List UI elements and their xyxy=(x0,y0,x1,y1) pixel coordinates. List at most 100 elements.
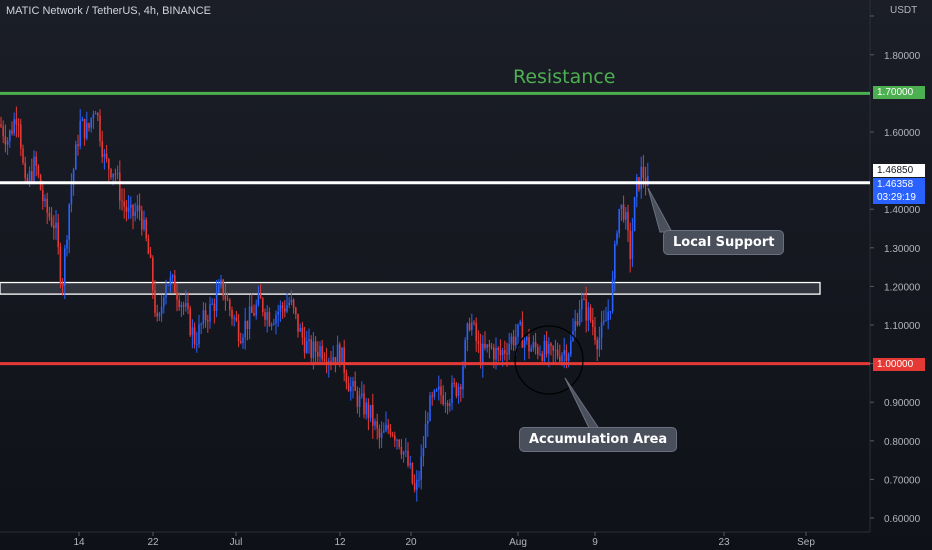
candle-body xyxy=(545,340,548,354)
x-tick-label: Sep xyxy=(797,537,815,548)
candle-body xyxy=(416,479,418,490)
candle-body xyxy=(198,324,200,345)
candle-body xyxy=(521,322,524,348)
candle-body xyxy=(154,290,156,313)
candle-body xyxy=(141,210,143,230)
candle-body xyxy=(365,402,367,415)
candle-body xyxy=(585,299,587,321)
candle-body xyxy=(90,118,92,128)
candle-body xyxy=(226,299,229,301)
candle-body xyxy=(165,285,167,298)
candle-body xyxy=(570,340,572,355)
candle-body xyxy=(112,173,114,178)
candle-body xyxy=(605,320,607,322)
candle-body xyxy=(127,207,130,212)
candle-body xyxy=(631,230,634,260)
candle-body xyxy=(88,123,90,128)
candle-body xyxy=(473,322,475,324)
candle-body xyxy=(594,327,596,341)
accumulation-pointer xyxy=(564,377,601,431)
candle-body xyxy=(240,341,242,343)
candle-body xyxy=(341,347,343,364)
candle-body xyxy=(312,341,315,358)
candle-body xyxy=(506,353,508,355)
candle-body xyxy=(145,219,147,239)
candle-body xyxy=(567,354,570,361)
candle-body xyxy=(259,293,262,299)
y-tick-label: 0.60000 xyxy=(884,514,921,525)
candle-body xyxy=(319,346,321,357)
candle-body xyxy=(55,222,57,229)
candle-body xyxy=(323,359,326,362)
candle-body xyxy=(611,279,614,312)
x-tick-label: Aug xyxy=(509,537,527,548)
candle-body xyxy=(453,382,455,384)
candle-body xyxy=(455,383,458,396)
candle-body xyxy=(396,439,398,441)
candle-body xyxy=(493,347,495,360)
candle-body xyxy=(530,348,532,352)
candle-body xyxy=(174,275,176,293)
candle-body xyxy=(629,230,631,260)
candle-body xyxy=(103,153,106,157)
candle-body xyxy=(220,279,222,286)
candle-body xyxy=(402,451,405,455)
candle-body xyxy=(158,314,161,317)
y-tick-label: 0.90000 xyxy=(884,398,921,409)
candle-body xyxy=(264,312,266,320)
candle-body xyxy=(279,305,282,312)
candle-body xyxy=(394,435,396,441)
candle-body xyxy=(200,324,202,326)
candle-body xyxy=(235,317,238,321)
candle-body xyxy=(321,346,323,360)
candle-body xyxy=(398,439,400,448)
candle-body xyxy=(306,341,308,353)
candle-body xyxy=(407,450,409,466)
price-tag-support: 1.00000 xyxy=(873,358,925,371)
candle-body xyxy=(301,327,304,338)
candle-body xyxy=(196,344,198,346)
chart-title: MATIC Network / TetherUS, 4h, BINANCE xyxy=(6,5,211,17)
candle-body xyxy=(275,314,277,324)
candle-body xyxy=(237,320,240,342)
x-tick-label: 12 xyxy=(334,537,346,548)
candle-body xyxy=(178,299,180,308)
candle-body xyxy=(191,327,194,336)
candle-body xyxy=(418,479,420,481)
candle-body xyxy=(119,172,121,201)
candle-body xyxy=(413,483,416,490)
candle-body xyxy=(132,204,134,216)
price-tag-local-support: 1.46850 xyxy=(873,164,925,177)
candle-body xyxy=(433,390,436,397)
candle-body xyxy=(405,450,407,452)
candle-body xyxy=(385,424,387,431)
candle-body xyxy=(636,177,638,198)
candle-body xyxy=(499,350,502,356)
candle-body xyxy=(596,340,598,350)
y-tick-label: 0.70000 xyxy=(884,475,921,486)
candle-body xyxy=(583,299,585,301)
candle-body xyxy=(539,353,541,355)
candle-body xyxy=(308,339,310,342)
candle-body xyxy=(457,386,460,396)
candle-body xyxy=(31,171,33,182)
candle-body xyxy=(640,166,642,190)
candle-body xyxy=(510,336,513,344)
candle-body xyxy=(488,344,491,347)
candle-body xyxy=(215,292,218,312)
candle-body xyxy=(204,310,207,321)
candle-body xyxy=(0,124,2,127)
candle-body xyxy=(270,324,273,326)
candle-body xyxy=(281,305,284,309)
candle-body xyxy=(97,113,99,116)
candle-body xyxy=(466,323,469,341)
candle-body xyxy=(149,253,152,258)
candle-body xyxy=(160,306,163,315)
candle-body xyxy=(642,166,645,178)
candle-body xyxy=(548,343,550,354)
candle-body xyxy=(44,198,46,202)
candle-body xyxy=(468,323,471,330)
candle-body xyxy=(35,156,37,167)
